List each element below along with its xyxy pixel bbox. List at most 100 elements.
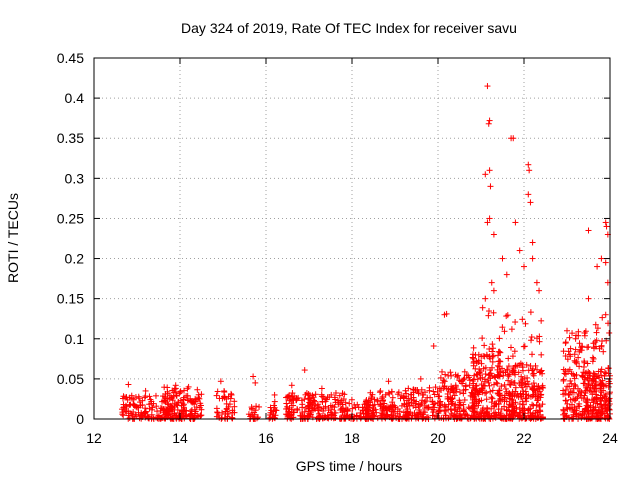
data-point	[329, 403, 336, 410]
data-point	[453, 386, 460, 393]
data-point	[383, 408, 390, 415]
data-point	[456, 377, 463, 384]
data-point	[405, 395, 412, 402]
data-point	[316, 404, 323, 411]
data-point	[342, 399, 349, 406]
data-point	[436, 393, 443, 400]
x-axis-label: GPS time / hours	[296, 458, 403, 474]
data-point	[196, 404, 203, 411]
data-point	[482, 371, 489, 378]
data-point	[407, 409, 414, 416]
y-tick-label: 0.35	[57, 130, 84, 146]
data-point	[388, 388, 395, 395]
data-point	[167, 402, 174, 409]
data-point	[273, 407, 280, 414]
data-point	[486, 371, 493, 378]
y-tick-label: 0.3	[65, 170, 85, 186]
data-point	[363, 410, 370, 417]
data-point	[378, 395, 385, 402]
data-point	[495, 358, 502, 365]
data-point	[231, 409, 238, 416]
data-point	[128, 392, 135, 399]
data-point	[495, 352, 502, 359]
data-point	[447, 406, 454, 413]
x-tick-label: 22	[516, 430, 532, 446]
data-point	[435, 393, 442, 400]
data-point	[187, 412, 194, 419]
data-point	[290, 409, 297, 416]
data-point	[198, 391, 205, 398]
data-point	[489, 358, 496, 365]
data-point	[180, 402, 187, 409]
data-point	[442, 371, 449, 378]
x-tick-label: 24	[602, 430, 618, 446]
data-point	[283, 400, 290, 407]
data-point	[412, 387, 419, 394]
data-point	[169, 387, 176, 394]
data-point	[253, 403, 260, 410]
data-point	[148, 400, 155, 407]
data-point	[189, 399, 196, 406]
data-point	[136, 395, 143, 402]
data-point	[299, 401, 306, 408]
data-point	[460, 376, 467, 383]
data-point	[307, 411, 314, 418]
data-point	[459, 378, 466, 385]
data-point	[172, 388, 179, 395]
data-point	[488, 364, 495, 371]
chart-title: Day 324 of 2019, Rate Of TEC Index for r…	[181, 20, 517, 36]
data-point	[267, 411, 274, 418]
data-point	[461, 397, 468, 404]
data-point	[438, 387, 445, 394]
y-tick-label: 0	[76, 411, 84, 427]
data-point	[474, 371, 481, 378]
data-point	[445, 386, 452, 393]
data-point	[193, 404, 200, 411]
data-point	[219, 409, 226, 416]
data-point	[402, 411, 409, 418]
data-point	[487, 388, 494, 395]
data-point	[394, 391, 401, 398]
data-point	[452, 413, 459, 420]
y-axis-label: ROTI / TECUs	[5, 193, 21, 283]
data-point	[197, 412, 204, 419]
data-point	[470, 412, 477, 419]
data-point	[336, 415, 343, 422]
data-point	[406, 402, 413, 409]
data-point	[339, 390, 346, 397]
data-point	[449, 395, 456, 402]
data-point	[419, 397, 426, 404]
data-point	[332, 409, 339, 416]
data-point	[403, 400, 410, 407]
data-point	[142, 393, 149, 400]
data-point	[293, 395, 300, 402]
data-point	[312, 391, 319, 398]
data-point	[214, 388, 221, 395]
data-point	[330, 415, 337, 422]
data-point	[177, 388, 184, 395]
data-point	[142, 409, 149, 416]
data-point	[413, 398, 420, 405]
data-point	[213, 392, 220, 399]
data-point	[164, 388, 171, 395]
data-point	[449, 385, 456, 392]
data-point	[119, 395, 126, 402]
data-point	[181, 394, 188, 401]
data-point	[341, 407, 348, 414]
data-point	[412, 404, 419, 411]
data-point	[286, 392, 293, 399]
data-point	[440, 377, 447, 384]
data-point	[348, 396, 355, 403]
data-point	[293, 395, 300, 402]
data-point	[447, 369, 454, 376]
data-point	[406, 412, 413, 419]
data-point	[381, 400, 388, 407]
data-point	[231, 398, 238, 405]
data-point	[421, 402, 428, 409]
y-tick-label: 0.2	[65, 251, 85, 267]
data-point	[319, 399, 326, 406]
data-point	[389, 394, 396, 401]
data-point	[130, 402, 137, 409]
data-point	[414, 414, 421, 421]
data-point	[346, 400, 353, 407]
